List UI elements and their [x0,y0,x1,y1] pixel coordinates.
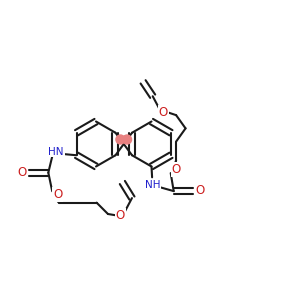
Circle shape [123,135,132,144]
Text: HN: HN [48,147,64,157]
Text: O: O [159,106,168,118]
Text: O: O [18,166,27,179]
Text: O: O [172,163,181,176]
Text: O: O [53,188,62,201]
Text: O: O [116,209,125,222]
Circle shape [116,135,125,144]
Text: O: O [195,184,204,197]
Text: NH: NH [145,179,160,190]
